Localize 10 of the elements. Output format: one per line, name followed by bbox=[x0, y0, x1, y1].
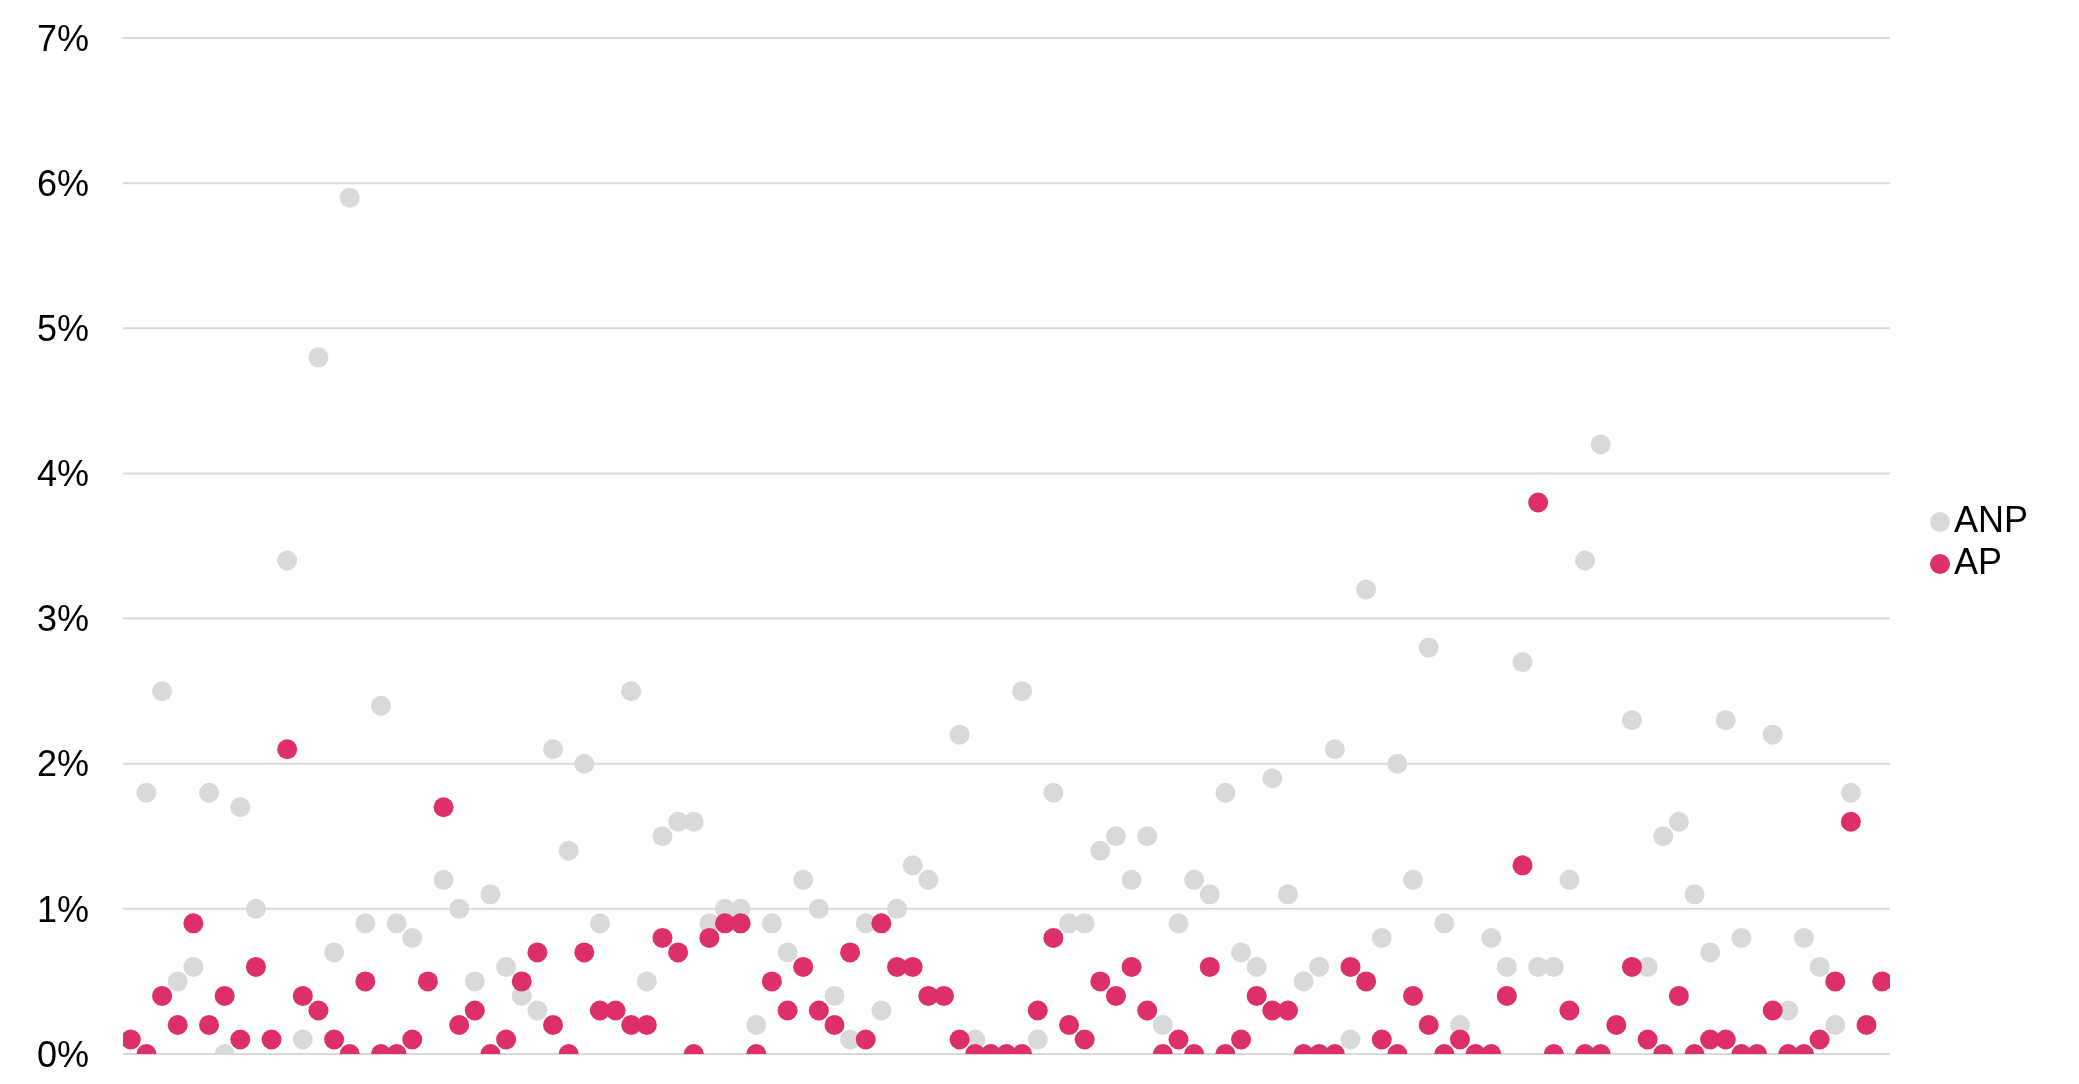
y-tick-label: 0% bbox=[36, 1033, 89, 1075]
y-tick-label: 1% bbox=[36, 888, 89, 930]
legend-label: AP bbox=[1953, 541, 2002, 582]
y-tick-label: 3% bbox=[36, 598, 89, 640]
y-tick-label: 2% bbox=[36, 743, 89, 785]
legend-label: ANP bbox=[1953, 499, 2028, 540]
y-tick-label: 7% bbox=[36, 17, 89, 59]
y-tick-label: 5% bbox=[36, 308, 89, 350]
y-tick-label: 4% bbox=[36, 453, 89, 495]
y-tick-label: 6% bbox=[36, 162, 89, 204]
